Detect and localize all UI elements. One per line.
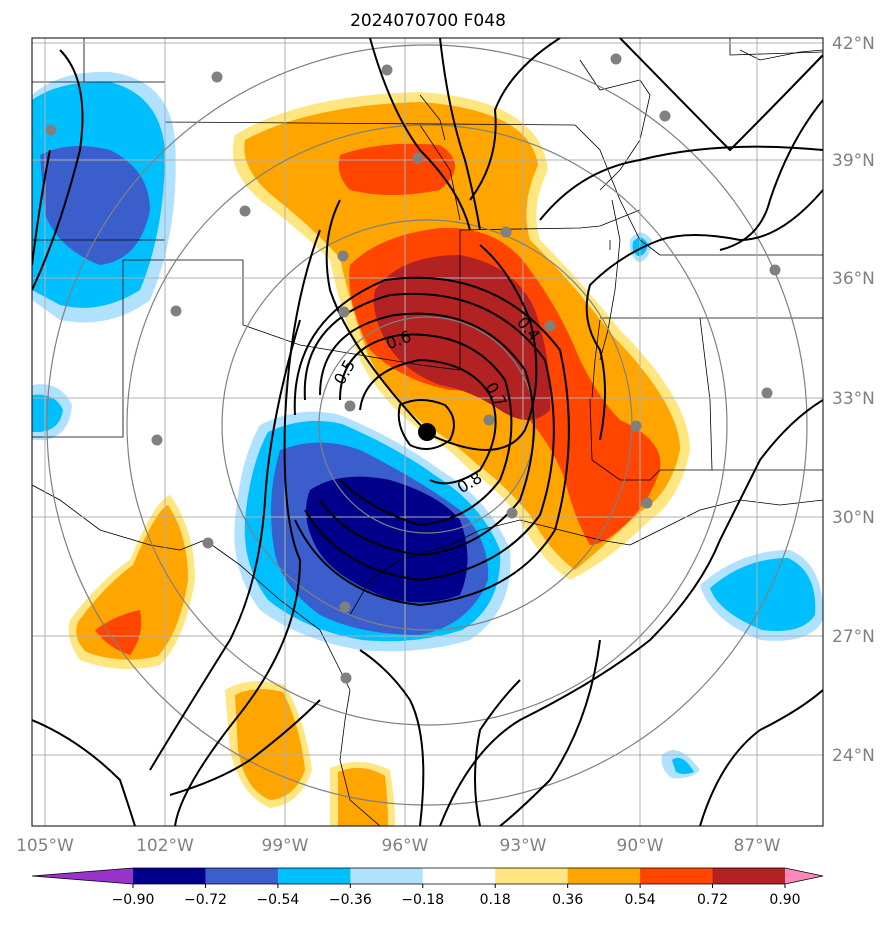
range-rings bbox=[46, 44, 808, 806]
colorbar: −0.90 −0.72 −0.54 −0.36 −0.18 0.18 0.36 0.54 0.7… bbox=[31, 867, 824, 908]
colorbar-segment bbox=[567, 868, 641, 884]
contours bbox=[32, 38, 823, 826]
lat-label: 42°N bbox=[832, 34, 875, 54]
colorbar-tick-label: −0.54 bbox=[256, 892, 299, 908]
map-area: 0.5 0.6 0.4 0.7 0.8 bbox=[32, 38, 823, 826]
lon-labels: 105°W 102°W 99°W 96°W 93°W 90°W 87°W bbox=[16, 836, 781, 856]
colorbar-segment bbox=[422, 868, 496, 884]
lon-label: 87°W bbox=[734, 836, 781, 856]
center-point bbox=[418, 423, 436, 441]
max-region bbox=[373, 255, 551, 420]
lon-label: 102°W bbox=[136, 836, 194, 856]
colorbar-extend-high bbox=[785, 868, 823, 884]
colorbar-segment bbox=[712, 868, 786, 884]
lat-labels: 42°N 39°N 36°N 33°N 30°N 27°N 24°N bbox=[832, 34, 875, 766]
colorbar-tick-label: 0.72 bbox=[697, 892, 728, 908]
lat-label: 39°N bbox=[832, 151, 875, 171]
lat-label: 27°N bbox=[832, 627, 875, 647]
lat-label: 36°N bbox=[832, 269, 875, 289]
lon-label: 90°W bbox=[617, 836, 664, 856]
colorbar-tick-label: 0.18 bbox=[480, 892, 511, 908]
colorbar-segment bbox=[205, 868, 279, 884]
lon-label: 96°W bbox=[382, 836, 429, 856]
colorbar-tick-label: 0.36 bbox=[552, 892, 583, 908]
lon-label: 93°W bbox=[500, 836, 547, 856]
graticule bbox=[32, 38, 823, 826]
colorbar-tick-label: −0.36 bbox=[329, 892, 372, 908]
lat-label: 33°N bbox=[832, 389, 875, 409]
colorbar-segment bbox=[133, 868, 206, 884]
map-title: 2024070700 F048 bbox=[350, 11, 506, 31]
lon-label: 105°W bbox=[16, 836, 74, 856]
colorbar-extend-low bbox=[32, 868, 133, 884]
colorbar-tick-label: −0.18 bbox=[401, 892, 444, 908]
colorbar-tick-label: 0.54 bbox=[625, 892, 656, 908]
colorbar-segment bbox=[277, 868, 351, 884]
stations bbox=[45, 53, 781, 684]
boundaries bbox=[32, 38, 823, 826]
colorbar-tick-label: 0.90 bbox=[769, 892, 800, 908]
colorbar-segment bbox=[640, 868, 714, 884]
colorbar-segment bbox=[495, 868, 569, 884]
colorbar-tick-label: −0.90 bbox=[112, 892, 155, 908]
colorbar-segment bbox=[350, 868, 424, 884]
lat-label: 24°N bbox=[832, 746, 875, 766]
lat-label: 30°N bbox=[832, 508, 875, 528]
colorbar-tick-label: −0.72 bbox=[184, 892, 227, 908]
map-frame bbox=[31, 37, 824, 827]
lon-label: 99°W bbox=[262, 836, 309, 856]
shaded-field bbox=[32, 71, 823, 826]
